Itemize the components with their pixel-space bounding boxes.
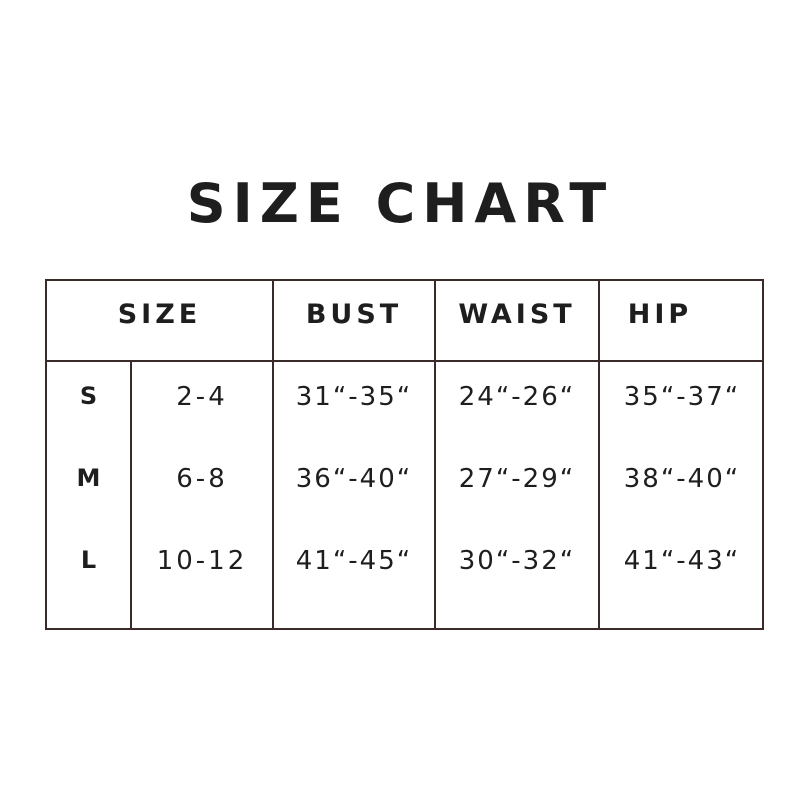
- header-divider: [47, 360, 762, 362]
- page-title: SIZE CHART: [186, 172, 614, 235]
- header-size: SIZE: [117, 299, 202, 330]
- cell-us: 10-12: [156, 546, 248, 576]
- cell-hip: 38“-40“: [623, 464, 741, 494]
- size-table: SIZE BUST WAIST HIP S 2-4 31“-35“ 24“-26“ 35…: [45, 279, 764, 630]
- header-hip: HIP: [627, 299, 693, 330]
- header-bust: BUST: [305, 299, 403, 330]
- cell-waist: 30“-32“: [458, 546, 576, 576]
- cell-waist: 27“-29“: [458, 464, 576, 494]
- cell-us: 6-8: [176, 464, 228, 494]
- cell-size: S: [79, 382, 98, 410]
- column-divider: [598, 281, 600, 628]
- column-divider: [434, 281, 436, 628]
- cell-hip: 41“-43“: [623, 546, 741, 576]
- cell-bust: 31“-35“: [295, 382, 413, 412]
- cell-waist: 24“-26“: [458, 382, 576, 412]
- cell-bust: 36“-40“: [295, 464, 413, 494]
- header-waist: WAIST: [458, 299, 576, 330]
- cell-us: 2-4: [176, 382, 228, 412]
- column-divider: [130, 360, 132, 628]
- cell-bust: 41“-45“: [295, 546, 413, 576]
- cell-size: M: [76, 464, 101, 492]
- cell-size: L: [80, 546, 97, 574]
- column-divider: [272, 281, 274, 628]
- cell-hip: 35“-37“: [623, 382, 741, 412]
